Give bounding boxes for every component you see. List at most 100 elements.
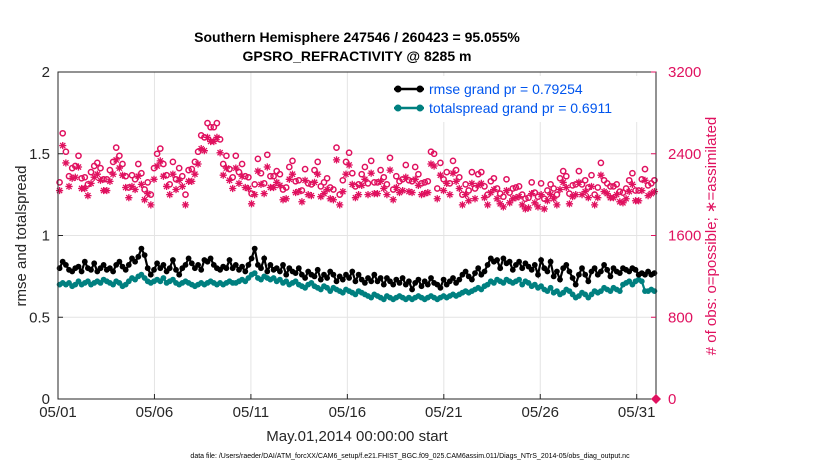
obs-possible-point: [581, 176, 589, 184]
obs-assimilated-point: [106, 177, 114, 185]
y-left-tick-label: 1: [42, 228, 50, 245]
rmse-point: [147, 271, 154, 278]
obs-assimilated-point: [235, 179, 243, 187]
obs-assimilated-point: [364, 191, 372, 199]
obs-assimilated-point: [153, 162, 161, 170]
rmse-point: [258, 265, 264, 272]
rmse-point: [176, 271, 183, 278]
legend-spread-marker: [394, 104, 402, 112]
obs-possible-point: [78, 174, 85, 182]
obs-possible-point: [490, 174, 498, 182]
obs-assimilated-point: [377, 177, 385, 185]
obs-assimilated-point: [304, 191, 312, 199]
obs-assimilated-point: [93, 170, 101, 178]
obs-assimilated-point: [380, 184, 388, 193]
obs-assimilated-point: [584, 194, 592, 202]
obs-assimilated-point: [191, 170, 199, 178]
rmse-point: [579, 265, 585, 272]
obs-assimilated-point: [310, 178, 319, 186]
obs-assimilated-point: [336, 201, 344, 209]
obs-possible-point: [364, 180, 372, 187]
obs-assimilated-point: [421, 190, 429, 198]
obs-assimilated-point: [534, 203, 542, 211]
obs-possible-point: [339, 176, 347, 184]
obs-assimilated-point: [68, 174, 76, 182]
obs-possible-point: [619, 189, 627, 196]
obs-assimilated-point: [383, 191, 391, 199]
rmse-point: [267, 262, 274, 268]
rmse-point: [415, 276, 422, 283]
rmse-point: [440, 276, 447, 283]
obs-possible-point: [562, 172, 570, 180]
rmse-point: [280, 262, 286, 268]
obs-assimilated-point: [222, 164, 230, 172]
rmse-point: [232, 262, 239, 268]
obs-assimilated-point: [354, 191, 363, 199]
rmse-point: [125, 262, 132, 268]
series-layer: [55, 119, 659, 303]
obs-possible-point: [134, 160, 142, 168]
obs-assimilated-point: [461, 191, 470, 199]
obs-assimilated-point: [427, 160, 435, 168]
rmse-point: [428, 275, 434, 281]
rmse-point: [616, 270, 623, 276]
obs-assimilated-point: [298, 198, 306, 206]
y-axis-left-label: rmse and totalspread: [13, 166, 30, 307]
obs-possible-point: [500, 193, 507, 201]
rmse-point: [472, 270, 478, 276]
rmse-point: [78, 268, 85, 275]
obs-assimilated-point: [641, 176, 649, 184]
rmse-point: [198, 266, 205, 273]
rmse-point: [242, 268, 249, 275]
x-tick-label: 05/06: [136, 404, 174, 421]
obs-possible-point: [141, 186, 148, 193]
obs-assimilated-point: [458, 201, 467, 209]
rmse-point: [132, 258, 139, 265]
obs-assimilated-point: [314, 170, 322, 178]
obs-possible-point: [594, 184, 602, 191]
y-axis-right-label: # of obs: o=possible; ∗=assimilated: [703, 117, 720, 356]
rmse-point: [277, 268, 283, 275]
obs-possible-point: [358, 170, 366, 178]
rmse-point: [396, 280, 403, 286]
rmse-point: [245, 262, 252, 268]
obs-assimilated-point: [295, 187, 303, 196]
obs-possible-point: [87, 168, 95, 176]
obs-possible-point: [128, 171, 136, 179]
y-left-tick-label: 1.5: [29, 146, 50, 163]
obs-assimilated-point: [578, 191, 586, 199]
rmse-point: [195, 262, 202, 268]
obs-assimilated-point: [219, 171, 227, 179]
obs-possible-point: [449, 157, 457, 165]
rmse-point: [557, 276, 563, 283]
obs-assimilated-point: [351, 194, 360, 202]
rmse-point: [346, 275, 352, 281]
obs-assimilated-point: [443, 179, 451, 187]
obs-possible-point: [625, 176, 633, 184]
rmse-point: [516, 258, 522, 265]
obs-assimilated-point: [512, 194, 520, 202]
obs-assimilated-point: [200, 147, 208, 155]
rmse-point: [380, 281, 387, 288]
obs-assimilated-point: [348, 180, 356, 189]
obs-assimilated-point: [499, 203, 507, 211]
rmse-point: [264, 268, 271, 275]
obs-possible-point: [515, 183, 523, 190]
obs-assimilated-point: [115, 164, 123, 172]
obs-assimilated-point: [197, 145, 205, 153]
legend-rmse-marker: [416, 85, 424, 93]
obs-possible-point: [380, 173, 388, 181]
obs-assimilated-point: [591, 201, 599, 209]
x-tick-label: 05/21: [425, 404, 463, 421]
legend-box: [389, 76, 654, 122]
rmse-point: [182, 262, 189, 268]
rmse-point: [601, 262, 607, 268]
obs-assimilated-point: [581, 187, 589, 196]
obs-possible-point: [311, 166, 318, 174]
rmse-point: [251, 245, 258, 252]
obs-assimilated-point: [424, 188, 432, 197]
obs-possible-point: [433, 185, 441, 192]
obs-assimilated-point: [229, 184, 237, 193]
obs-assimilated-point: [430, 162, 438, 170]
rmse-point: [368, 278, 375, 285]
